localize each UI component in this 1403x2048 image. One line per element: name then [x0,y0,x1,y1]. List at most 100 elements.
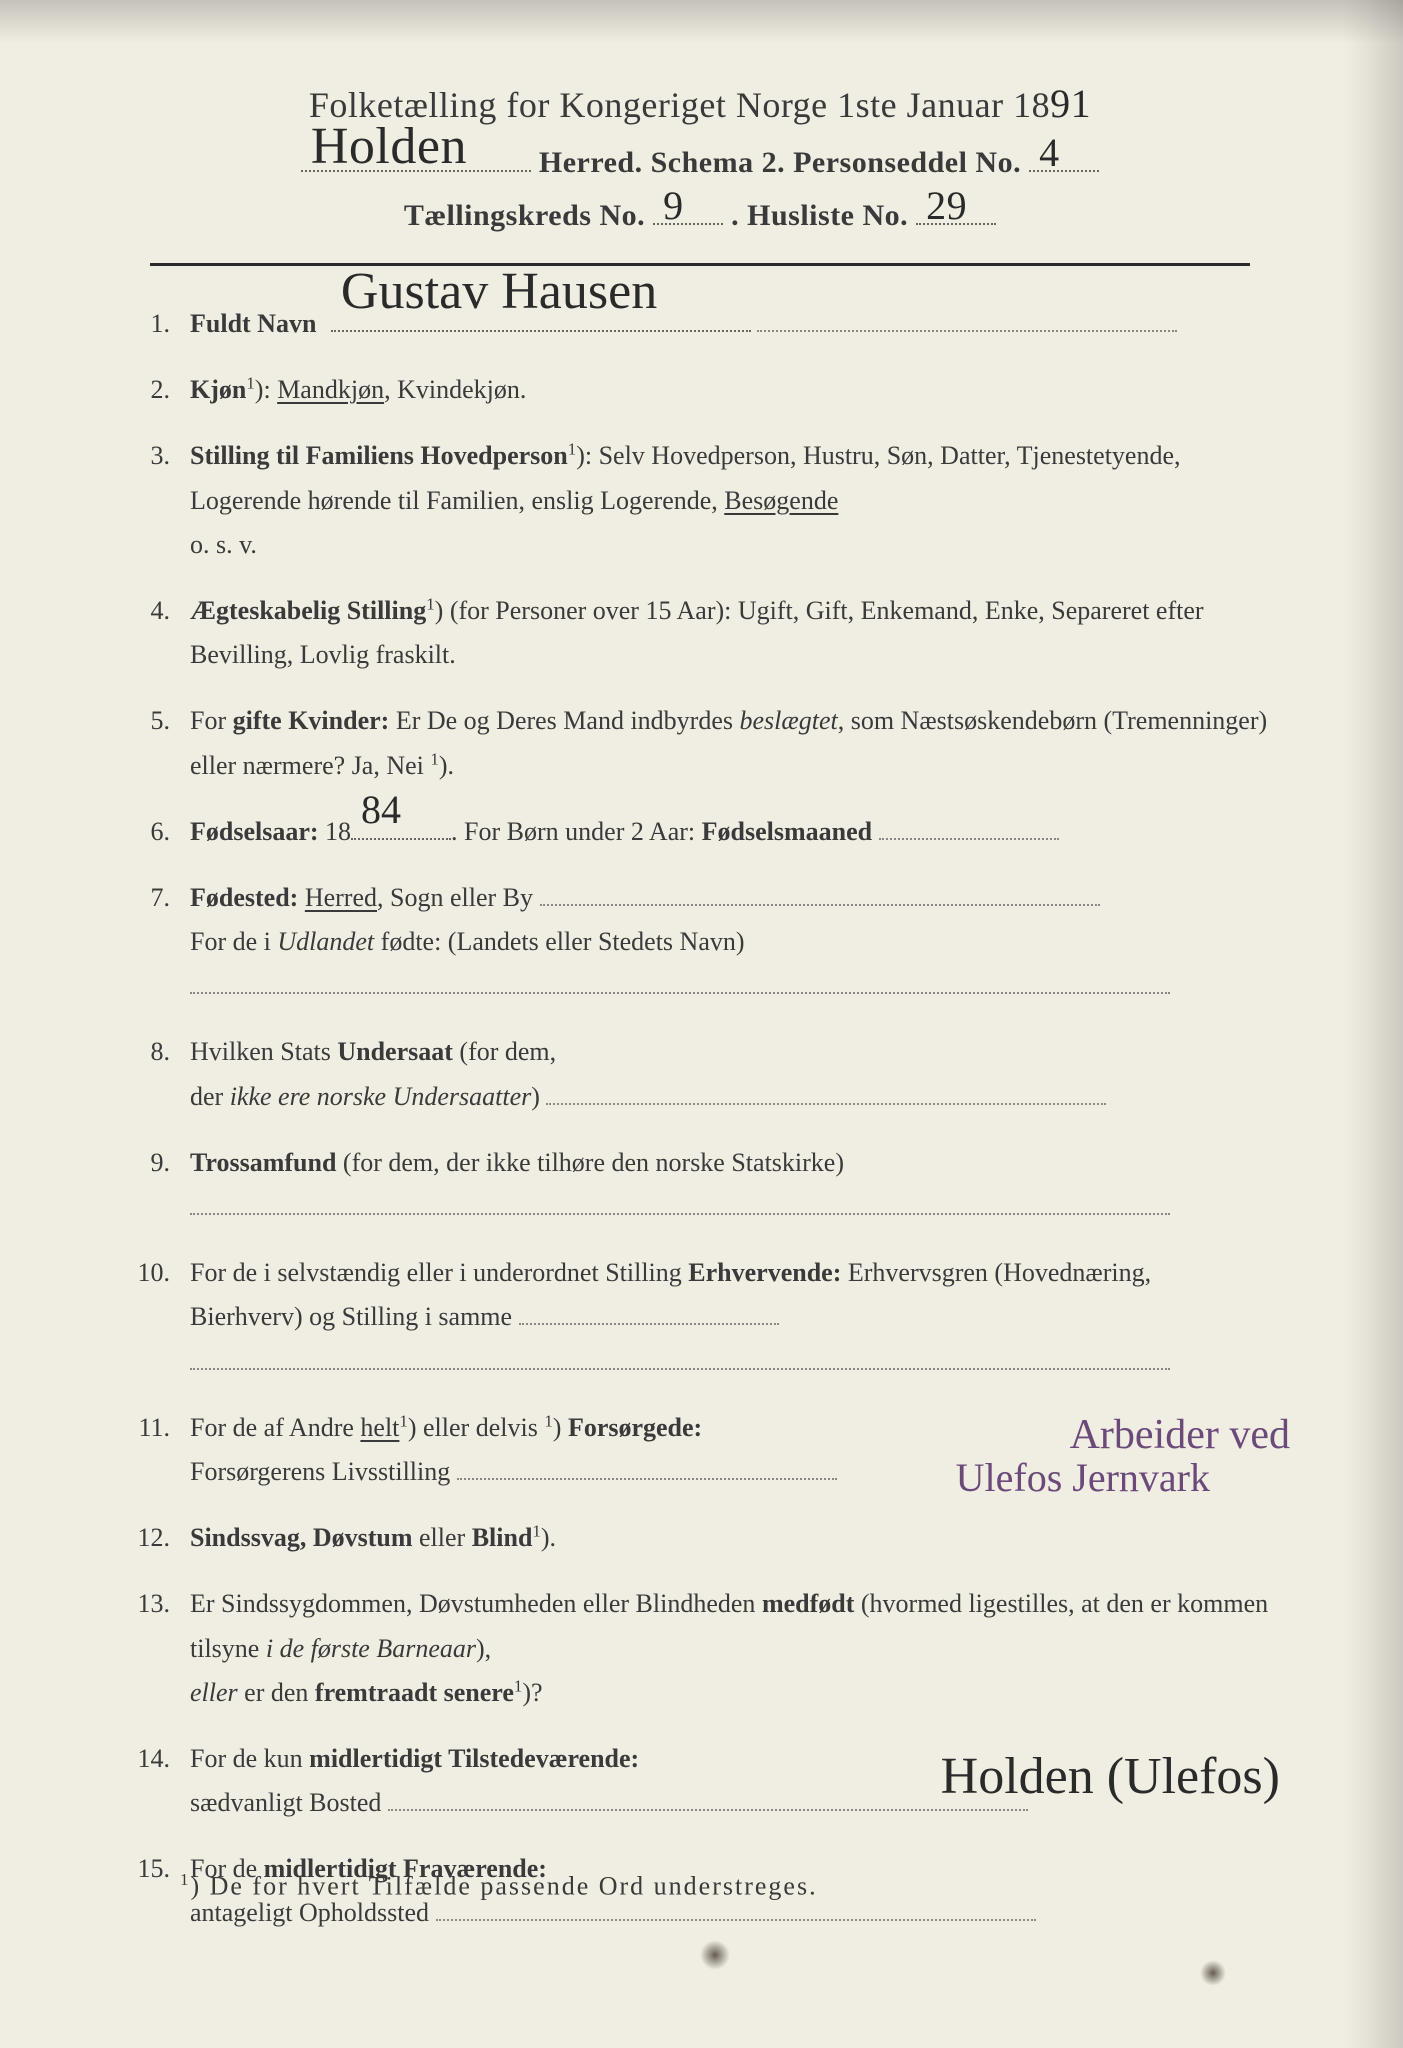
dots [540,904,1100,906]
dots [546,1103,1106,1105]
dots [757,330,1177,332]
label: Undersaat [337,1037,453,1066]
text: For de af Andre [190,1413,360,1442]
selected-option: Besøgende [724,486,838,515]
text: sædvanligt Bosted [190,1788,381,1817]
text: (for dem, [453,1037,556,1066]
item-body: For gifte Kvinder: Er De og Deres Mand i… [190,699,1270,787]
item-5-gifte-kvinder: 5. For gifte Kvinder: Er De og Deres Man… [130,699,1270,787]
schema-label: Herred. Schema 2. Personseddel No. [539,146,1021,179]
dots [457,1478,837,1480]
text: ), [476,1634,491,1663]
item-6-fodselsaar: 6. Fødselsaar: 1884. For Børn under 2 Aa… [130,810,1270,854]
tkreds-label: Tællingskreds No. [404,199,645,232]
label: Stilling til Familiens Hovedperson [190,441,568,470]
footnote-ref: 1 [532,1521,540,1540]
page-top-shadow [0,0,1403,44]
footnote-marker: 1 [180,1870,190,1889]
label: Fødested: [190,883,298,912]
paper-blemish [1200,1960,1226,1986]
page-right-edge [1343,0,1403,2048]
item-10-erhvervende: 10. For de i selvstændig eller i underor… [130,1251,1270,1384]
year-fill: 84 [351,811,451,840]
year-handwritten: 91 [1050,80,1091,127]
item-number: 9. [130,1141,190,1229]
item-body: Trossamfund (for dem, der ikke tilhøre d… [190,1141,1270,1229]
item-body: For de kun midlertidigt Tilstedeværende:… [190,1737,1270,1825]
text: Hvilken Stats [190,1037,337,1066]
item-number: 4. [130,589,190,677]
item-body: Kjøn1): Mandkjøn, Kvindekjøn. [190,368,1270,412]
footnote-ref: 1 [426,594,434,613]
header-line3: Tællingskreds No. 9 . Husliste No. 29 [90,192,1310,233]
text: ) eller delvis [408,1413,544,1442]
text: For de i selvstændig eller i underordnet… [190,1258,688,1287]
item-number: 2. [130,368,190,412]
text: , Sogn eller By [377,883,533,912]
item-13-medfodt: 13. Er Sindssygdommen, Døvstumheden elle… [130,1582,1270,1715]
husliste-fill: 29 [916,192,996,225]
header-line1: Folketælling for Kongeriget Norge 1ste J… [90,80,1310,127]
dots [190,1368,1170,1370]
italic: i de første Barneaar [266,1634,476,1663]
name-fill: Gustav Hausen [331,303,751,332]
text: Forsørgerens Livsstilling [190,1457,450,1486]
text: (for dem, der ikke tilhøre den norske St… [336,1148,844,1177]
form-items: 1. Fuldt Navn Gustav Hausen 2. Kjøn1): M… [90,302,1310,1936]
item-7-fodested: 7. Fødested: Herred, Sogn eller By For d… [130,876,1270,1009]
label: gifte Kvinder: [233,706,390,735]
census-form: Folketælling for Kongeriget Norge 1ste J… [90,80,1310,1958]
text: ): [255,375,277,404]
label: medfødt [762,1589,854,1618]
herred-fill: Holden [301,139,531,172]
text: For de kun [190,1744,309,1773]
text: . For Børn under 2 Aar: [451,817,702,846]
tkreds-fill: 9 [653,192,723,225]
label: Trossamfund [190,1148,336,1177]
label: Sindssvag, Døvstum [190,1523,413,1552]
item-body: Fuldt Navn Gustav Hausen [190,302,1270,346]
label: midlertidigt Tilstedeværende: [309,1744,639,1773]
dots [519,1323,779,1325]
item-body: Sindssvag, Døvstum eller Blind1). [190,1516,1270,1560]
text: er den [238,1678,315,1707]
text: ) [531,1082,540,1111]
occupation-handwritten-2: Ulefos Jernvark [956,1444,1210,1512]
item-number: 12. [130,1516,190,1560]
item-number: 14. [130,1737,190,1825]
item-number: 1. [130,302,190,346]
label: Fødselsaar: [190,817,319,846]
item-body: Er Sindssygdommen, Døvstumheden eller Bl… [190,1582,1270,1715]
form-header: Folketælling for Kongeriget Norge 1ste J… [90,80,1310,233]
footnote-ref: 1 [399,1411,407,1430]
dots [436,1919,1036,1921]
item-number: 7. [130,876,190,1009]
item-body: For de af Andre helt1) eller delvis 1) F… [190,1406,1270,1494]
item-body: Hvilken Stats Undersaat (for dem, der ik… [190,1030,1270,1118]
label: Fuldt Navn [190,309,316,338]
text: ). [439,751,454,780]
footnote-ref: 1 [568,440,576,459]
text: 18 [319,817,352,846]
item-number: 3. [130,434,190,567]
item-4-aegteskab: 4. Ægteskabelig Stilling1) (for Personer… [130,589,1270,677]
item-number: 13. [130,1582,190,1715]
label: Fødselsmaaned [702,817,872,846]
item-8-undersaat: 8. Hvilken Stats Undersaat (for dem, der… [130,1030,1270,1118]
label: Ægteskabelig Stilling [190,596,426,625]
husliste-no-handwritten: 29 [926,182,967,229]
text: o. s. v. [190,530,257,559]
text: ) [553,1413,568,1442]
item-body: Ægteskabelig Stilling1) (for Personer ov… [190,589,1270,677]
footnote: 1) De for hvert Tilfælde passende Ord un… [180,1870,818,1902]
italic: ikke ere norske Undersaatter [230,1082,532,1111]
personseddel-no-handwritten: 4 [1039,129,1060,176]
label: Blind [472,1523,533,1552]
item-1-fuldt-navn: 1. Fuldt Navn Gustav Hausen [130,302,1270,346]
dots [190,1213,1170,1215]
item-number: 6. [130,810,190,854]
item-number: 8. [130,1030,190,1118]
item-2-kjon: 2. Kjøn1): Mandkjøn, Kvindekjøn. [130,368,1270,412]
text: )? [522,1678,542,1707]
name-handwritten: Gustav Hausen [341,248,657,336]
